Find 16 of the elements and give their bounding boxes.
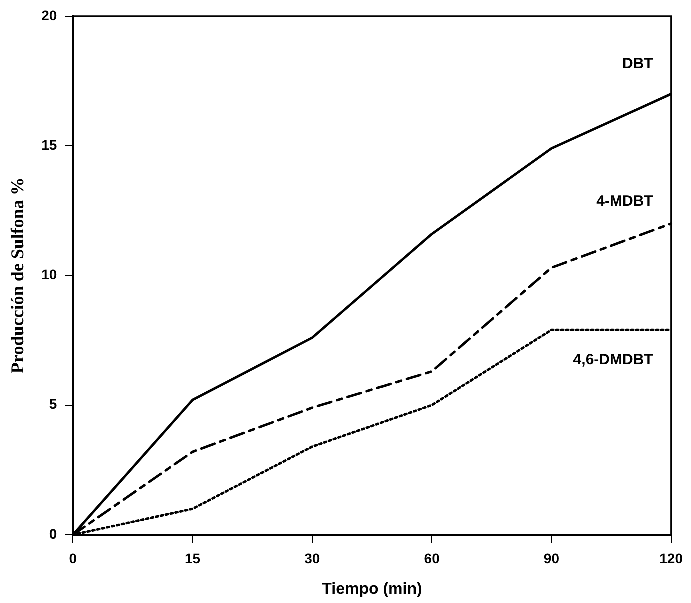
y-axis-title: Producción de Sulfona % bbox=[7, 178, 28, 374]
x-tick-label: 0 bbox=[69, 550, 78, 566]
y-tick-label: 15 bbox=[42, 136, 58, 153]
y-tick-label: 10 bbox=[42, 266, 58, 283]
x-tick-label: 60 bbox=[424, 550, 440, 566]
x-axis-title: Tiempo (min) bbox=[322, 580, 422, 598]
x-tick-label: 90 bbox=[544, 550, 560, 566]
series-label: 4-MDBT bbox=[596, 192, 654, 210]
series-label: 4,6-DMDBT bbox=[573, 351, 654, 368]
x-tick-label: 120 bbox=[660, 550, 684, 566]
y-tick-label: 20 bbox=[42, 7, 58, 24]
y-tick-label: 0 bbox=[49, 526, 58, 542]
series-label: DBT bbox=[622, 55, 654, 72]
x-tick-label: 30 bbox=[304, 550, 320, 566]
y-tick-label: 5 bbox=[49, 396, 58, 412]
x-tick-label: 15 bbox=[185, 550, 201, 566]
